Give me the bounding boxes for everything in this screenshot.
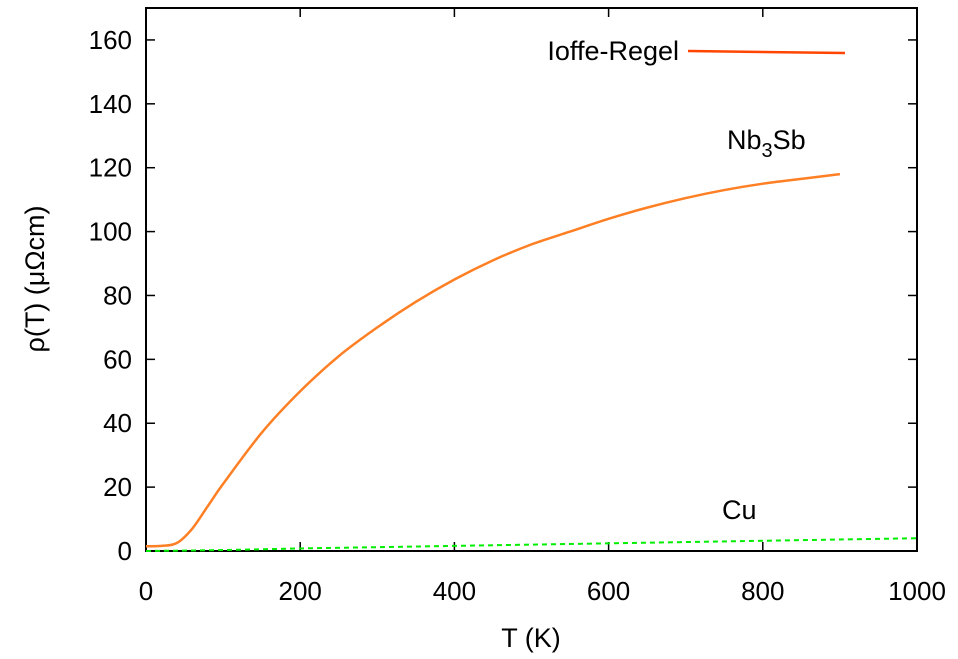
- series-label-cu: Cu: [722, 495, 757, 525]
- y-tick-label: 60: [103, 344, 132, 374]
- series-line-nb3sb: [145, 172, 841, 548]
- plot-frame: [145, 7, 918, 552]
- nb3sb-label-tail: Sb: [773, 125, 806, 155]
- legend: Ioffe-Regel: [547, 36, 846, 66]
- x-tick-label: 0: [139, 576, 153, 606]
- x-tick-label: 400: [433, 576, 476, 606]
- y-tick-label: 40: [103, 408, 132, 438]
- y-tick-label: 80: [103, 280, 132, 310]
- nb3sb-label-main: Nb: [727, 125, 762, 155]
- data-series: [145, 172, 918, 552]
- x-tick-label: 1000: [888, 576, 946, 606]
- x-tick-label: 200: [279, 576, 322, 606]
- y-tick-label: 140: [89, 89, 132, 119]
- y-axis-label: ρ(T) (μΩcm): [20, 205, 50, 352]
- y-tick-label: 0: [118, 536, 132, 566]
- legend-label-ioffe-regel: Ioffe-Regel: [547, 36, 679, 66]
- y-tick-label: 160: [89, 25, 132, 55]
- y-tick-label: 120: [89, 153, 132, 183]
- series-line-cu: [145, 537, 918, 552]
- legend-swatch-ioffe-regel: [687, 49, 846, 55]
- nb3sb-label-sub: 3: [762, 140, 773, 162]
- x-axis-label: T (K): [501, 623, 561, 653]
- tick-labels: 0 200 400 600 800 1000 0 20 40 60 80 100 120 140 160: [89, 25, 946, 606]
- series-label-nb3sb: Nb3Sb: [727, 125, 806, 162]
- y-tick-label: 100: [89, 217, 132, 247]
- y-tick-label: 20: [103, 472, 132, 502]
- x-tick-label: 600: [587, 576, 630, 606]
- x-tick-label: 800: [741, 576, 784, 606]
- axis-ticks: [145, 8, 918, 552]
